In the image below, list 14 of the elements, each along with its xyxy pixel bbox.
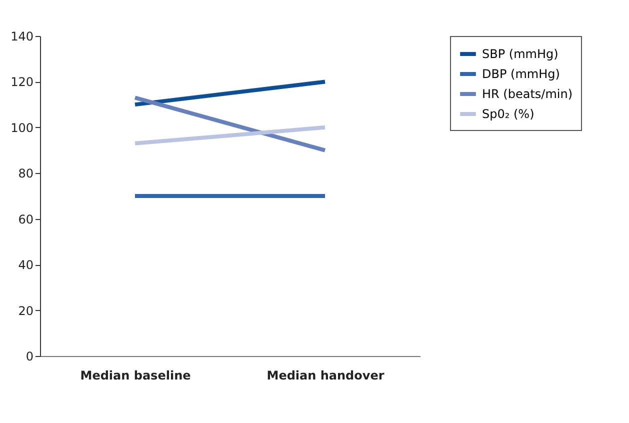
legend-label: HR (beats/min) [482,87,573,101]
y-tick-label: 60 [18,212,34,226]
y-tick-label: 100 [10,120,34,135]
y-tick-label: 120 [10,75,34,90]
legend-label: Sp0₂ (%) [482,107,534,121]
legend-label: DBP (mmHg) [482,67,560,81]
y-tick-label: 20 [18,304,34,318]
y-tick-label: 40 [18,258,34,272]
y-tick-label: 0 [26,350,34,364]
y-tick-label: 80 [18,166,34,181]
x-tick-label: Median handover [266,368,384,382]
y-tick-label: 140 [10,30,34,44]
x-tick-label: Median baseline [80,368,191,382]
legend-label: SBP (mmHg) [482,47,558,61]
